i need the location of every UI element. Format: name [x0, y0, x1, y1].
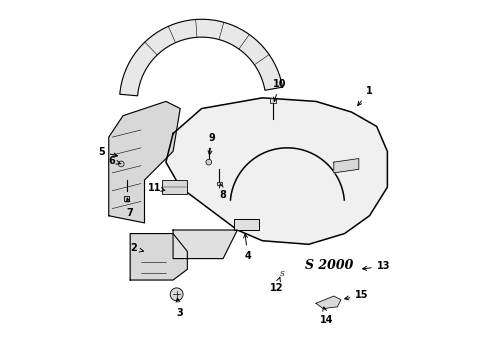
- Text: 4: 4: [243, 234, 251, 261]
- Text: S 2000: S 2000: [305, 259, 353, 272]
- Bar: [123, 196, 129, 202]
- Text: 3: 3: [176, 298, 183, 318]
- Text: 5: 5: [98, 147, 117, 157]
- Circle shape: [118, 161, 124, 167]
- Text: S: S: [280, 270, 285, 278]
- Circle shape: [205, 159, 211, 165]
- Text: 14: 14: [319, 307, 332, 325]
- Polygon shape: [333, 158, 358, 173]
- Polygon shape: [120, 19, 282, 96]
- Text: 12: 12: [269, 277, 283, 293]
- Text: 1: 1: [357, 86, 372, 105]
- Text: 15: 15: [344, 290, 368, 300]
- Polygon shape: [130, 234, 187, 280]
- Text: 8: 8: [219, 184, 226, 200]
- Bar: [217, 182, 222, 185]
- FancyBboxPatch shape: [162, 180, 187, 194]
- Polygon shape: [315, 296, 340, 309]
- Text: 13: 13: [362, 261, 389, 271]
- Text: 6: 6: [108, 156, 121, 166]
- Polygon shape: [165, 98, 386, 244]
- Polygon shape: [108, 102, 180, 223]
- Circle shape: [170, 288, 183, 301]
- Polygon shape: [173, 230, 237, 258]
- Text: 10: 10: [272, 79, 286, 101]
- Text: 7: 7: [126, 198, 133, 218]
- Text: 11: 11: [148, 183, 164, 193]
- Text: 9: 9: [208, 133, 215, 155]
- Text: 2: 2: [130, 243, 143, 253]
- Bar: [270, 98, 275, 103]
- Bar: [233, 219, 258, 230]
